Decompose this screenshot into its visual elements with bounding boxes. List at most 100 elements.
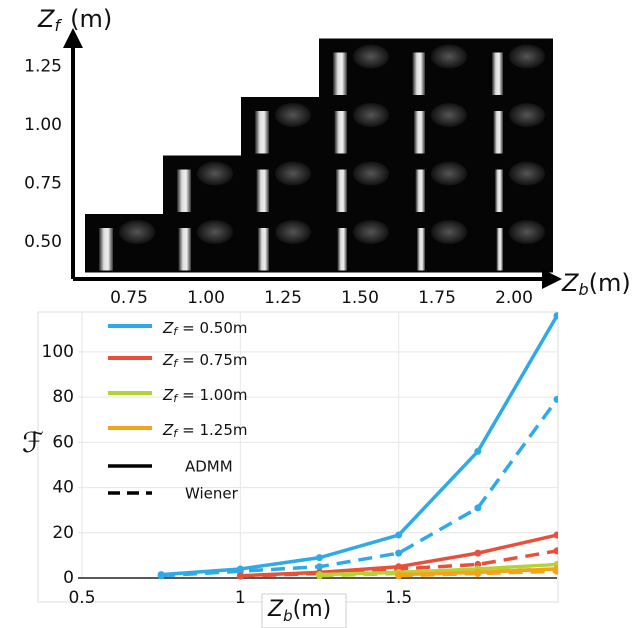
- grid-col-label: 2.00: [495, 288, 533, 308]
- x-tick-label: 1: [235, 588, 246, 608]
- tile-blob: [119, 220, 155, 244]
- symbol: Z: [267, 597, 284, 622]
- tile-bar: [415, 169, 425, 212]
- legend-name: = 1.00m: [182, 386, 247, 404]
- tile-blob: [431, 103, 467, 127]
- symbol: Z: [162, 319, 174, 337]
- tile-bar: [496, 228, 503, 271]
- tile-bar: [412, 52, 425, 95]
- tile-bar: [492, 52, 503, 95]
- point: [553, 395, 558, 403]
- image-tiles: [85, 38, 553, 273]
- tile-bg: [475, 97, 553, 156]
- grid-col-label: 1.25: [264, 288, 302, 308]
- tile-bar: [493, 111, 503, 154]
- legend-name: = 0.75m: [182, 351, 247, 369]
- tile-bg: [475, 155, 553, 214]
- symbol: Z: [162, 421, 174, 439]
- tile-bar: [178, 228, 191, 271]
- point: [236, 572, 244, 580]
- grid-row-label: 0.50: [24, 232, 62, 252]
- tile-bg: [241, 214, 319, 273]
- tile-blob: [275, 103, 311, 127]
- point: [553, 531, 558, 539]
- symbol: Z: [162, 351, 174, 369]
- subscript: f: [173, 357, 179, 370]
- tile-bar: [417, 228, 425, 271]
- solid-line: [161, 314, 558, 577]
- point: [395, 531, 403, 539]
- tile-blob: [197, 220, 233, 244]
- tile-blob: [353, 220, 389, 244]
- grid-y-label: Zf (m): [37, 5, 112, 35]
- x-tick-label: 0.5: [68, 588, 95, 608]
- tile-bar: [337, 228, 347, 271]
- tile-bg: [475, 214, 553, 273]
- legend-entry: Zf = 0.75m: [162, 351, 248, 371]
- grid-col-label: 1.50: [341, 288, 379, 308]
- y-tick-label: 0: [63, 568, 74, 588]
- point: [553, 565, 558, 573]
- tile-bar: [333, 52, 347, 95]
- point: [157, 571, 165, 579]
- legend-entry: Zf = 1.25m: [162, 421, 248, 441]
- y-tick-label: 100: [42, 342, 74, 362]
- point: [316, 571, 323, 579]
- tile-blob: [431, 161, 467, 186]
- tile-bg: [397, 97, 475, 156]
- dashed-line: [161, 398, 558, 578]
- symbol: Z: [162, 386, 174, 404]
- tile-blob: [275, 220, 311, 244]
- legend-name: = 1.25m: [182, 421, 247, 439]
- point: [395, 549, 403, 557]
- tile-blob: [509, 161, 545, 186]
- tile-blob: [509, 103, 545, 127]
- legend-dashed-label: Wiener: [185, 485, 239, 503]
- point: [316, 554, 323, 562]
- y-axis-label: ℱ: [22, 426, 44, 459]
- point: [236, 565, 244, 573]
- subscript: f: [173, 427, 179, 440]
- symbol: Z: [37, 5, 55, 33]
- legend-name: = 0.50m: [182, 319, 247, 337]
- tile-bg: [397, 155, 475, 214]
- grid-row-label: 1.00: [24, 115, 62, 135]
- grid-row-label: 0.75: [24, 174, 62, 194]
- tile-bar: [256, 169, 269, 212]
- tile-blob: [509, 220, 545, 244]
- grid-col-label: 1.00: [187, 288, 225, 308]
- chart-frame: [37, 311, 559, 603]
- point: [395, 563, 403, 571]
- tile-bar: [258, 228, 269, 271]
- tile-bar: [336, 169, 347, 212]
- tile-bg: [397, 214, 475, 273]
- subscript: b: [578, 280, 588, 299]
- tile-bg: [319, 97, 397, 156]
- grid-row-label: 1.25: [24, 57, 62, 77]
- unit: (m): [70, 5, 112, 33]
- tile-bg: [319, 155, 397, 214]
- subscript: f: [173, 392, 179, 405]
- tile-bg: [475, 38, 553, 97]
- point: [474, 447, 482, 455]
- tile-blob: [431, 44, 467, 69]
- tile-bar: [99, 228, 113, 271]
- tile-blob: [197, 161, 233, 186]
- tile-bg: [85, 214, 163, 273]
- tile-blob: [353, 44, 389, 69]
- solid-line: [319, 562, 558, 577]
- lines: [157, 312, 558, 580]
- subscript: b: [283, 607, 293, 625]
- tile-bg: [319, 38, 397, 97]
- y-tick-label: 80: [52, 387, 74, 407]
- legend-solid-label: ADMM: [185, 458, 233, 476]
- tile-blob: [275, 161, 311, 186]
- tile-bar: [177, 169, 191, 212]
- tile-bar: [255, 111, 269, 154]
- x-axis-label: Zb(m): [267, 597, 331, 625]
- subscript: f: [54, 16, 62, 35]
- tile-bg: [163, 155, 241, 214]
- y-tick-label: 40: [52, 478, 74, 498]
- x-tick-label: 1.5: [385, 588, 412, 608]
